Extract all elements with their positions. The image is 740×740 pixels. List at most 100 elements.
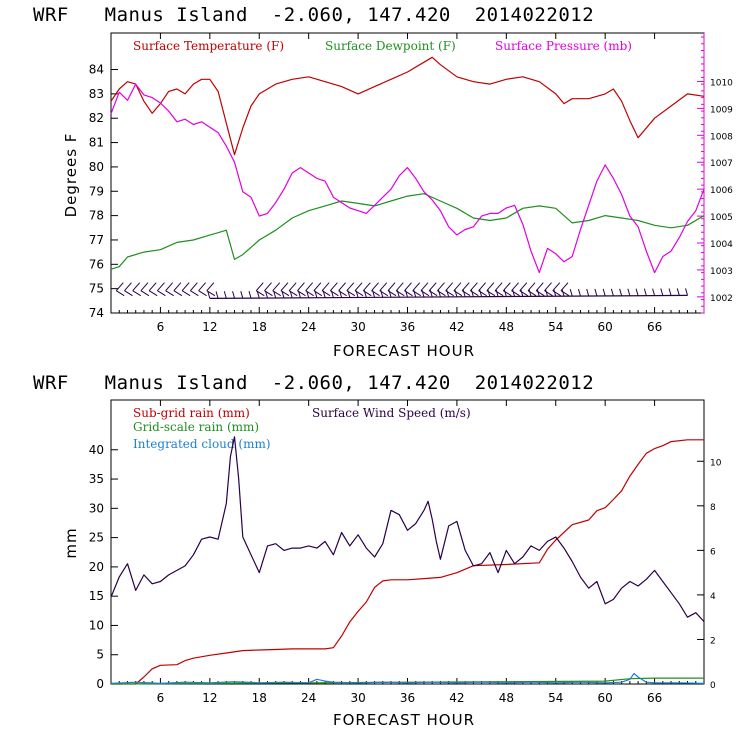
series-line-integrated-cloud-mm xyxy=(110,672,705,684)
bottom-y-axis-label: mm xyxy=(62,527,80,558)
wind-barb xyxy=(453,282,462,291)
x-tick-label: 48 xyxy=(499,320,514,334)
y-tick-label: 20 xyxy=(89,560,104,574)
wind-barbs xyxy=(115,282,689,299)
wind-barb xyxy=(413,289,417,298)
wind-barb-flag xyxy=(157,290,166,297)
wind-barb xyxy=(264,282,272,291)
wind-barb-flag xyxy=(198,290,207,297)
wind-barb xyxy=(594,288,598,297)
wind-barb xyxy=(297,290,301,298)
y-tick-label: 35 xyxy=(89,472,104,486)
wind-barb xyxy=(272,282,281,291)
wind-barb xyxy=(602,288,606,297)
bottom-chart: WRF Manus Island -2.060, 147.420 2014022… xyxy=(33,372,722,729)
wind-barb xyxy=(404,282,412,291)
wind-barb xyxy=(206,282,215,291)
y2-tick-label: 1009 xyxy=(710,105,733,115)
wind-barb xyxy=(519,282,528,291)
wind-barb xyxy=(215,291,219,299)
wind-barb xyxy=(363,290,367,298)
x-tick-label: 18 xyxy=(252,320,267,334)
wind-barb-flag xyxy=(165,290,174,297)
wind-barb xyxy=(362,282,371,291)
wind-barb xyxy=(248,290,252,299)
wind-barb xyxy=(586,288,590,297)
wind-barb xyxy=(305,282,314,291)
x-tick-label: 18 xyxy=(252,691,267,705)
y2-tick-label: 2 xyxy=(710,636,716,646)
wind-barb xyxy=(479,289,483,297)
wind-barb xyxy=(165,282,174,291)
wind-barb xyxy=(338,282,346,291)
top-x-axis-label: FORECAST HOUR xyxy=(333,342,475,360)
wind-barb xyxy=(520,289,524,297)
wind-barb xyxy=(668,288,672,296)
wind-barb xyxy=(660,288,664,296)
y2-tick-label: 1002 xyxy=(710,294,733,304)
wind-barb xyxy=(528,289,532,297)
wind-barb xyxy=(487,289,491,297)
wind-barb xyxy=(511,282,519,291)
y-tick-label: 40 xyxy=(89,443,104,457)
x-tick-label: 60 xyxy=(598,691,613,705)
x-tick-label: 60 xyxy=(598,320,613,334)
series-line-surface-wind-speed-m-s xyxy=(110,436,705,623)
wind-barb xyxy=(421,289,425,298)
x-tick-label: 12 xyxy=(202,691,217,705)
wind-barb xyxy=(379,282,388,291)
wind-barb xyxy=(437,282,445,291)
y-tick-label: 81 xyxy=(89,136,104,150)
legend-wind-speed: Surface Wind Speed (m/s) xyxy=(312,406,471,420)
wind-barb xyxy=(420,282,429,291)
y2-tick-label: 1008 xyxy=(710,132,733,142)
y2-tick-label: 1007 xyxy=(710,159,733,169)
wind-barb xyxy=(329,282,338,291)
y2-tick-label: 1006 xyxy=(710,186,733,196)
series-line-surface-pressure-mb xyxy=(110,83,705,274)
top-plot-frame xyxy=(110,32,705,314)
wind-barb xyxy=(610,288,614,296)
wind-barb xyxy=(676,288,680,296)
x-tick-label: 6 xyxy=(157,320,165,334)
y-tick-label: 83 xyxy=(89,87,104,101)
x-tick-label: 42 xyxy=(449,691,464,705)
y-tick-label: 77 xyxy=(89,233,104,247)
wind-barb xyxy=(545,289,548,297)
x-tick-label: 6 xyxy=(157,691,165,705)
wind-barb xyxy=(437,289,441,298)
top-right-axis: 1002 1003 1004 1005 1006 1007 1008 1009 1010 xyxy=(697,36,733,314)
wind-barb xyxy=(387,282,396,291)
wind-barb xyxy=(198,282,206,291)
wind-barb xyxy=(619,288,623,296)
wind-barb xyxy=(240,291,244,299)
y2-tick-label: 1004 xyxy=(710,240,733,250)
wind-barb xyxy=(124,282,132,291)
wind-barb xyxy=(255,282,264,291)
wind-barb xyxy=(306,290,310,298)
wind-barb xyxy=(288,282,297,291)
wind-barb xyxy=(412,282,421,291)
wind-barb xyxy=(132,282,141,291)
wind-barb xyxy=(405,290,408,298)
y-tick-label: 75 xyxy=(89,282,104,296)
bottom-x-axis-label: FORECAST HOUR xyxy=(333,711,475,729)
y-tick-label: 10 xyxy=(89,618,104,632)
wind-barb xyxy=(395,282,404,291)
y2-tick-label: 1003 xyxy=(710,267,733,277)
wind-barb xyxy=(643,288,647,296)
y2-tick-label: 1010 xyxy=(710,78,733,88)
wind-barb-flag xyxy=(115,290,125,297)
wind-barb xyxy=(289,290,293,299)
x-tick-label: 48 xyxy=(499,691,514,705)
wind-barb-flag xyxy=(181,290,191,297)
top-chart: WRF Manus Island -2.060, 147.420 2014022… xyxy=(33,4,733,360)
x-tick-label: 12 xyxy=(202,320,217,334)
wind-barb xyxy=(339,290,343,298)
wind-barb-flag xyxy=(140,290,150,297)
x-tick-label: 24 xyxy=(301,320,316,334)
x-tick-label: 42 xyxy=(449,320,464,334)
wind-barb xyxy=(486,282,495,291)
x-tick-label: 36 xyxy=(400,320,415,334)
legend-dewpoint: Surface Dewpoint (F) xyxy=(325,39,456,53)
